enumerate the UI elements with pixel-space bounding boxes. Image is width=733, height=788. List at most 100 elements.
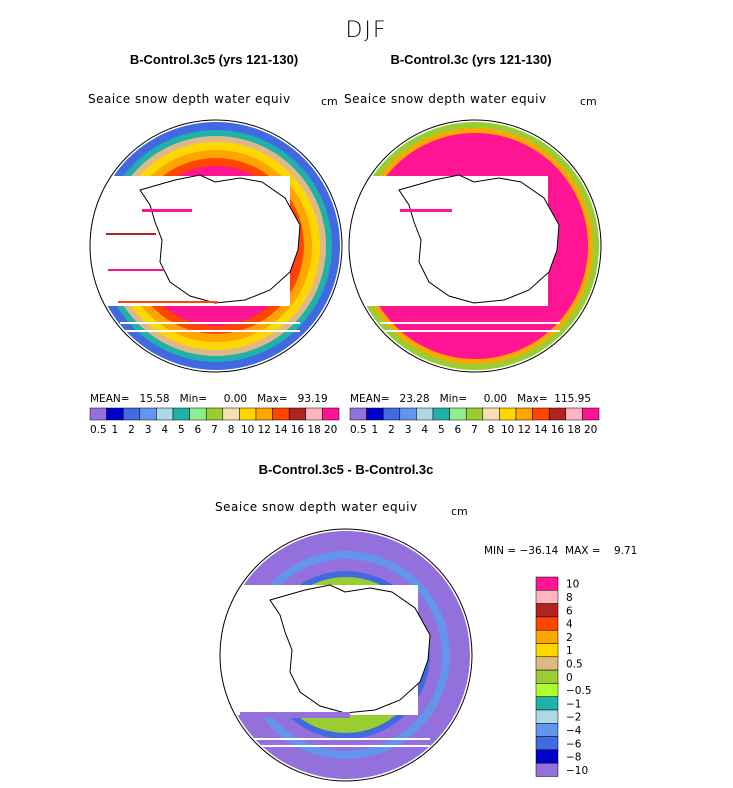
panel1-map [90, 120, 342, 372]
panel3-colorbar-tick-label-9: −1 [566, 698, 581, 710]
panel1-colorbar-tick-label-14: 20 [324, 424, 337, 436]
panel2-stats: MEAN= 23.28 Min= 0.00 Max= 115.95 [350, 393, 592, 405]
panel1-colorbar-swatch-13 [305, 407, 323, 421]
panel1-colorbar-tick-label-0: 0.5 [90, 424, 107, 436]
panel1-unit-label: cm [321, 95, 338, 108]
panel2-colorbar-swatch-10 [515, 407, 533, 421]
panel3-colorbar-tick-label-14: −10 [566, 765, 588, 777]
panel2-colorbar-tick-label-12: 16 [551, 424, 565, 436]
panel1-colorbar-tick-label-2: 2 [128, 424, 135, 436]
panel3-stats: MIN = −36.14 MAX = 9.71 [484, 545, 638, 557]
panel3-colorbar-swatch-1 [535, 590, 559, 604]
panel2-colorbar-swatch-7 [465, 407, 484, 421]
panel3-colorbar-swatch-8 [535, 683, 559, 697]
panel2-colorbar-tick-label-0: 0.5 [350, 424, 367, 436]
panel1-colorbar-tick-label-10: 12 [258, 424, 271, 436]
panel3-colorbar-tick-label-13: −8 [566, 752, 581, 764]
panel2-colorbar-swatch-4 [416, 407, 434, 421]
panel3-colorbar-tick-label-3: 4 [566, 619, 573, 631]
season-title: DJF [345, 18, 388, 43]
panel1-colorbar-swatch-2 [122, 407, 141, 421]
panel1-colorbar-swatch-14 [322, 407, 340, 421]
panel2-colorbar-swatch-14 [582, 407, 600, 421]
panel2-colorbar-swatch-11 [532, 407, 550, 421]
panel1-colorbar-tick-label-12: 16 [291, 424, 305, 436]
panel2-colorbar-tick-label-2: 2 [388, 424, 395, 436]
panel2-colorbar-swatch-5 [432, 407, 450, 421]
panel2-colorbar-tick-label-13: 18 [567, 424, 580, 436]
panel2-colorbar-tick-label-9: 10 [501, 424, 514, 436]
panel2-colorbar-swatch-2 [382, 407, 401, 421]
panel1-colorbar-swatch-3 [139, 407, 157, 421]
panel2-colorbar-swatch-6 [449, 407, 467, 421]
panel2-colorbar-tick-label-8: 8 [488, 424, 495, 436]
panel3-colorbar-swatch-4 [535, 629, 559, 644]
panel2-map [349, 120, 601, 372]
panel2-colorbar-tick-label-10: 12 [518, 424, 531, 436]
panel3-colorbar-tick-label-4: 2 [566, 632, 573, 644]
panel1-colorbar-swatch-9 [239, 407, 257, 421]
panel3-colorbar-swatch-5 [535, 643, 559, 658]
panel3-colorbar-tick-label-11: −4 [566, 725, 582, 737]
panel1-colorbar-tick-label-9: 10 [241, 424, 254, 436]
panel2-colorbar-tick-label-4: 4 [421, 424, 428, 436]
panel1-colorbar-swatch-5 [172, 407, 190, 421]
panel1-colorbar-tick-label-13: 18 [307, 424, 320, 436]
panel3-colorbar-swatch-7 [535, 669, 559, 684]
panel3-colorbar-swatch-14 [535, 762, 559, 777]
panel3-colorbar-swatch-0 [535, 576, 559, 591]
panel1-colorbar-tick-label-4: 4 [161, 424, 168, 436]
panel2-colorbar-tick-label-5: 5 [438, 424, 445, 436]
panel1-title: B-Control.3c5 (yrs 121-130) [129, 52, 299, 67]
panel2-colorbar-tick-label-6: 6 [455, 424, 462, 436]
panel3-colorbar-swatch-10 [535, 709, 559, 724]
panel2-colorbar-swatch-12 [548, 407, 567, 421]
panel3-colorbar-swatch-9 [535, 696, 559, 711]
panel3-colorbar-swatch-2 [535, 603, 559, 618]
panel1-colorbar-tick-label-3: 3 [145, 424, 152, 436]
panel1-colorbar-swatch-7 [205, 407, 224, 421]
panel3-colorbar-tick-label-8: −0.5 [566, 685, 592, 697]
panel1-colorbar-tick-label-11: 14 [274, 424, 288, 436]
panel1-colorbar-swatch-11 [272, 407, 290, 421]
panel3-colorbar-swatch-13 [535, 749, 559, 764]
panel1-stats: MEAN= 15.58 Min= 0.00 Max= 93.19 [90, 393, 328, 405]
panel2-colorbar-swatch-8 [482, 407, 500, 421]
panel1-colorbar-swatch-8 [222, 407, 240, 421]
panel1-colorbar-tick-label-7: 7 [211, 424, 218, 436]
panel1-colorbar-swatch-0 [89, 407, 107, 421]
panel3-colorbar-tick-label-6: 0.5 [566, 658, 583, 670]
panel2-colorbar-tick-label-7: 7 [471, 424, 478, 436]
panel3-colorbar-tick-label-10: −2 [566, 712, 581, 724]
panel3-colorbar-tick-label-0: 10 [566, 579, 579, 591]
panel3-colorbar-swatch-3 [535, 616, 559, 631]
panel1-colorbar-tick-label-8: 8 [228, 424, 235, 436]
panel2-variable-label: Seaice snow depth water equiv [344, 92, 547, 106]
panel2-title: B-Control.3c (yrs 121-130) [390, 52, 552, 67]
panel3-colorbar-swatch-6 [535, 656, 559, 671]
panel3-variable-label: Seaice snow depth water equiv [215, 500, 418, 514]
panel2-colorbar-tick-label-1: 1 [372, 424, 379, 436]
panel1-colorbar-tick-label-5: 5 [178, 424, 185, 436]
panel2-unit-label: cm [580, 95, 597, 108]
panel1-colorbar-swatch-6 [189, 407, 207, 421]
panel2-colorbar-tick-label-3: 3 [405, 424, 412, 436]
panel1-colorbar-swatch-4 [156, 407, 174, 421]
panel3-colorbar-tick-label-1: 8 [566, 592, 573, 604]
panel3-title: B-Control.3c5 - B-Control.3c [258, 462, 434, 477]
panel2-colorbar-tick-label-14: 20 [584, 424, 597, 436]
panel2-colorbar-swatch-3 [399, 407, 417, 421]
panel2-colorbar-swatch-13 [565, 407, 583, 421]
panel3-colorbar-tick-label-7: 0 [566, 672, 573, 684]
panel1-colorbar-tick-label-6: 6 [195, 424, 202, 436]
panel3-colorbar-swatch-12 [535, 736, 559, 751]
panel1-colorbar-tick-label-1: 1 [112, 424, 119, 436]
panel1-colorbar-swatch-1 [106, 407, 124, 421]
panel1-variable-label: Seaice snow depth water equiv [88, 92, 291, 106]
panel2-colorbar-swatch-1 [366, 407, 384, 421]
panel2-colorbar-tick-label-11: 14 [534, 424, 548, 436]
panel3-unit-label: cm [451, 505, 468, 518]
panel3-colorbar-tick-label-2: 6 [566, 605, 573, 617]
panel2-colorbar-swatch-9 [499, 407, 517, 421]
